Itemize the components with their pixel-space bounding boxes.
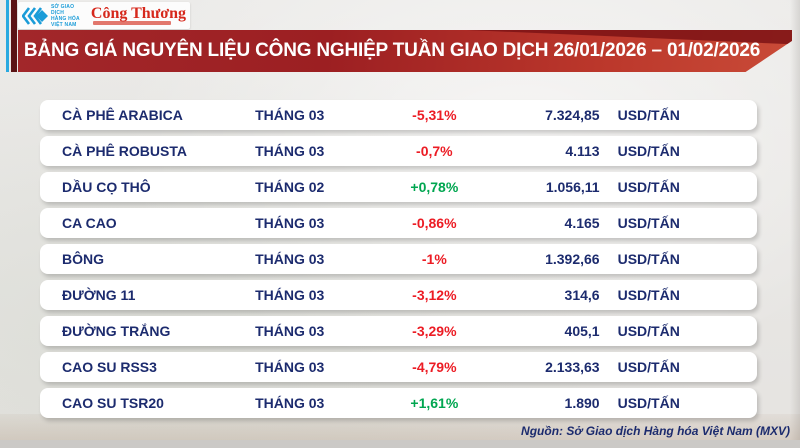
price-value: 4.113 <box>565 143 600 159</box>
contract-month: THÁNG 03 <box>255 251 325 267</box>
commodity-name: CA CAO <box>62 215 117 231</box>
price-unit: USD/TẤN <box>617 179 680 195</box>
contract-month: THÁNG 03 <box>255 215 325 231</box>
contract-month: THÁNG 03 <box>255 287 325 303</box>
bottom-watermark-band <box>0 414 800 440</box>
source-credit: Nguồn: Sở Giao dịch Hàng hóa Việt Nam (M… <box>521 424 790 438</box>
price-value: 7.324,85 <box>545 107 600 123</box>
contract-month: THÁNG 03 <box>255 395 325 411</box>
weekly-change: +1,61% <box>410 395 459 411</box>
table-row: CÀ PHÊ ROBUSTA THÁNG 03 -0,7% 4.113 USD/… <box>40 136 757 166</box>
table-row: BÔNG THÁNG 03 -1% 1.392,66 USD/TẤN <box>40 244 757 274</box>
price-unit: USD/TẤN <box>617 323 680 339</box>
price-value: 1.056,11 <box>545 179 600 195</box>
price-unit: USD/TẤN <box>617 215 680 231</box>
price-table: CÀ PHÊ ARABICA THÁNG 03 -5,31% 7.324,85 … <box>40 100 757 424</box>
contract-month: THÁNG 03 <box>255 107 325 123</box>
left-accent-cyan-stripe <box>6 0 9 72</box>
contract-month: THÁNG 02 <box>255 179 325 195</box>
contract-month: THÁNG 03 <box>255 143 325 159</box>
price-unit: USD/TẤN <box>617 143 680 159</box>
table-row: CÀ PHÊ ARABICA THÁNG 03 -5,31% 7.324,85 … <box>40 100 757 130</box>
weekly-change: -3,12% <box>412 287 457 303</box>
left-accent-maroon-stripe <box>11 0 17 72</box>
contract-month: THÁNG 03 <box>255 323 325 339</box>
commodity-name: BÔNG <box>62 251 104 267</box>
price-unit: USD/TẤN <box>617 287 680 303</box>
weekly-change: -0,7% <box>416 143 453 159</box>
commodity-name: DẦU CỌ THÔ <box>62 179 151 195</box>
cong-thuong-tagline-bar <box>92 20 171 25</box>
table-row: DẦU CỌ THÔ THÁNG 02 +0,78% 1.056,11 USD/… <box>40 172 757 202</box>
commodity-name: CAO SU TSR20 <box>62 395 164 411</box>
mxv-logo: SỞ GIAO DỊCH HÀNG HÓA VIỆT NAM <box>22 4 86 28</box>
contract-month: THÁNG 03 <box>255 359 325 375</box>
commodity-name: ĐƯỜNG TRẮNG <box>62 323 171 339</box>
weekly-change: +0,78% <box>410 179 459 195</box>
price-unit: USD/TẤN <box>617 395 680 411</box>
price-unit: USD/TẤN <box>617 251 680 267</box>
mxv-chevrons-icon <box>22 6 48 25</box>
weekly-change: -4,79% <box>412 359 457 375</box>
table-row: CAO SU RSS3 THÁNG 03 -4,79% 2.133,63 USD… <box>40 352 757 382</box>
price-unit: USD/TẤN <box>617 359 680 375</box>
cong-thuong-logo: Công Thương <box>90 4 186 25</box>
right-edge-shade <box>790 0 800 448</box>
cong-thuong-wordmark: Công Thương <box>90 4 186 22</box>
logo-strip: SỞ GIAO DỊCH HÀNG HÓA VIỆT NAM Công Thươ… <box>18 2 190 29</box>
price-value: 4.165 <box>564 215 600 231</box>
weekly-change: -3,29% <box>412 323 457 339</box>
mxv-org-name: SỞ GIAO DỊCH HÀNG HÓA VIỆT NAM <box>51 3 80 28</box>
table-row: CA CAO THÁNG 03 -0,86% 4.165 USD/TẤN <box>40 208 757 238</box>
price-value: 2.133,63 <box>545 359 600 375</box>
weekly-change: -5,31% <box>412 107 457 123</box>
commodity-name: CÀ PHÊ ARABICA <box>62 107 183 123</box>
price-unit: USD/TẤN <box>617 107 680 123</box>
price-value: 1.890 <box>564 395 600 411</box>
title-banner: BẢNG GIÁ NGUYÊN LIỆU CÔNG NGHIỆP TUẦN GI… <box>18 30 792 72</box>
table-row: ĐƯỜNG TRẮNG THÁNG 03 -3,29% 405,1 USD/TẤ… <box>40 316 757 346</box>
commodity-name: CAO SU RSS3 <box>62 359 157 375</box>
page-title: BẢNG GIÁ NGUYÊN LIỆU CÔNG NGHIỆP TUẦN GI… <box>23 40 761 61</box>
bottom-edge-strip <box>0 440 800 448</box>
weekly-change: -0,86% <box>412 215 457 231</box>
price-value: 405,1 <box>564 323 600 339</box>
price-value: 314,6 <box>564 287 600 303</box>
table-row: ĐƯỜNG 11 THÁNG 03 -3,12% 314,6 USD/TẤN <box>40 280 757 310</box>
weekly-change: -1% <box>421 251 447 267</box>
price-value: 1.392,66 <box>545 251 600 267</box>
commodity-name: ĐƯỜNG 11 <box>62 287 136 303</box>
commodity-name: CÀ PHÊ ROBUSTA <box>62 143 187 159</box>
table-row: CAO SU TSR20 THÁNG 03 +1,61% 1.890 USD/T… <box>40 388 757 418</box>
